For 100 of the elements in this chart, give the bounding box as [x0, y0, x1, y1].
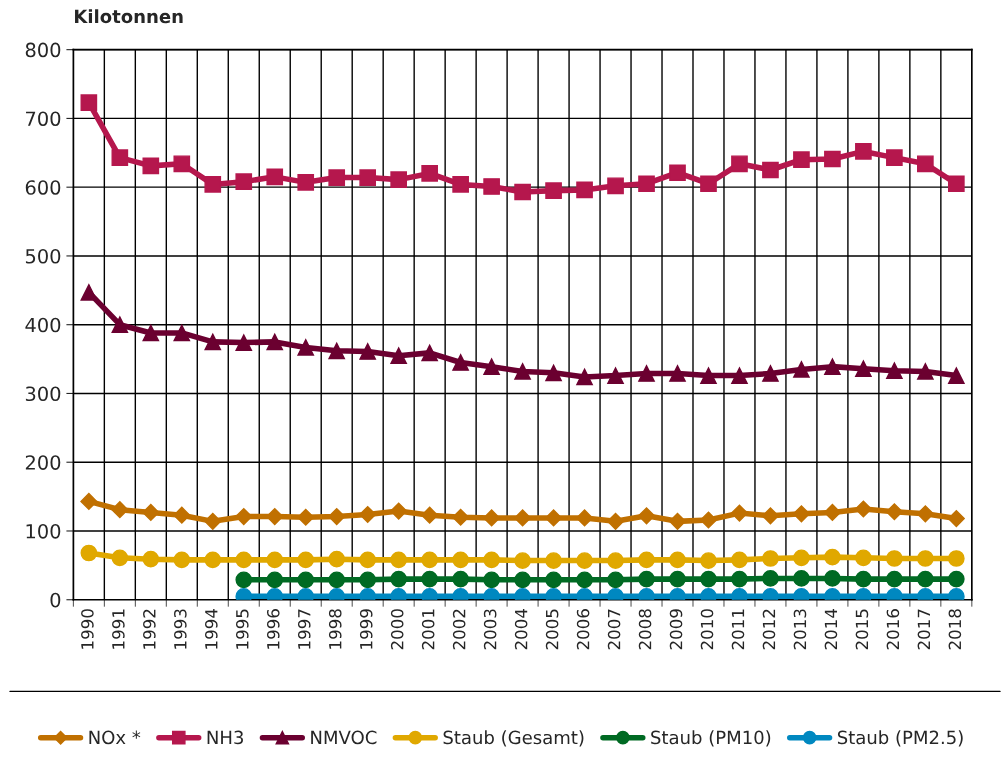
point [483, 571, 500, 589]
point [607, 177, 624, 195]
point [359, 505, 377, 524]
point [328, 571, 346, 589]
legend-label: Staub (Gesamt) [443, 730, 584, 747]
point [576, 509, 594, 527]
point [669, 164, 686, 182]
x-tick-label: 2015 [855, 609, 869, 650]
x-tick-label: 1995 [235, 609, 249, 649]
point [700, 175, 717, 193]
point [266, 571, 284, 589]
x-tick-label: 2001 [421, 609, 435, 650]
point [421, 165, 438, 182]
point [328, 507, 346, 526]
point [421, 551, 438, 569]
point [607, 571, 624, 589]
point [948, 175, 965, 193]
point [824, 150, 841, 168]
point [235, 334, 253, 351]
point [669, 570, 686, 588]
x-tick-label: 2004 [514, 609, 528, 650]
point [297, 339, 315, 356]
point [917, 155, 934, 173]
x-tick-label: 2016 [886, 609, 900, 650]
point [266, 551, 284, 569]
point [204, 333, 222, 351]
point [545, 182, 562, 199]
point [607, 367, 624, 384]
point [855, 360, 872, 378]
y-tick-label: 400 [25, 317, 61, 333]
y-tick-label: 100 [26, 523, 61, 539]
x-tick-label: 2011 [731, 609, 745, 650]
point [483, 551, 500, 569]
point [204, 551, 222, 569]
x-tick-label: 2010 [700, 609, 714, 650]
x-tick-label: 2000 [390, 609, 404, 650]
point [452, 570, 469, 588]
point [854, 500, 872, 518]
point [80, 544, 98, 562]
point [699, 511, 718, 529]
point [917, 363, 934, 380]
point [545, 509, 563, 527]
point [483, 358, 500, 375]
x-tick-label: 2006 [576, 609, 590, 650]
y-tick-label: 300 [25, 386, 61, 402]
x-tick-label: 2017 [917, 609, 931, 650]
point [359, 551, 377, 569]
point [328, 342, 346, 360]
point [762, 365, 779, 382]
point [700, 552, 717, 569]
point [793, 570, 810, 587]
point [235, 551, 253, 569]
point [762, 550, 779, 567]
point [793, 361, 810, 378]
point [483, 509, 501, 527]
point [793, 151, 810, 169]
point [545, 571, 562, 589]
point [700, 367, 717, 384]
legend-label: Staub (PM2.5) [837, 730, 963, 747]
x-tick-label: 1991 [112, 609, 125, 649]
point [359, 571, 377, 589]
x-tick-label: 2014 [824, 609, 838, 650]
point [483, 178, 500, 195]
point [607, 552, 624, 569]
y-tick-label: 200 [25, 455, 61, 470]
point [235, 173, 253, 191]
point [545, 364, 562, 382]
point [173, 506, 191, 524]
point [514, 552, 531, 569]
point [421, 344, 438, 362]
point [514, 363, 531, 380]
point [855, 143, 872, 160]
point [390, 570, 408, 588]
point [390, 502, 408, 520]
point [514, 183, 531, 201]
point [390, 551, 408, 569]
point [885, 503, 903, 521]
y-tick-label: 500 [25, 248, 61, 264]
x-tick-label: 2002 [452, 609, 466, 650]
point [638, 175, 655, 193]
y-axis-title: Kilotonnen [75, 9, 183, 24]
point [669, 365, 686, 382]
x-tick-label: 2012 [762, 609, 776, 650]
point [80, 94, 98, 111]
point [328, 169, 346, 186]
point [452, 551, 469, 569]
point [297, 508, 315, 526]
point [266, 168, 284, 186]
point [514, 509, 532, 527]
point [886, 149, 903, 166]
y-tick-label: 600 [25, 180, 61, 195]
point [947, 510, 965, 528]
point [266, 333, 284, 351]
y-tick-label: 0 [50, 592, 61, 608]
legend-label: Staub (PM10) [651, 730, 771, 747]
y-tick-label: 700 [26, 111, 61, 127]
point [576, 571, 593, 589]
point [792, 505, 810, 523]
point [359, 343, 377, 360]
point [916, 505, 934, 523]
